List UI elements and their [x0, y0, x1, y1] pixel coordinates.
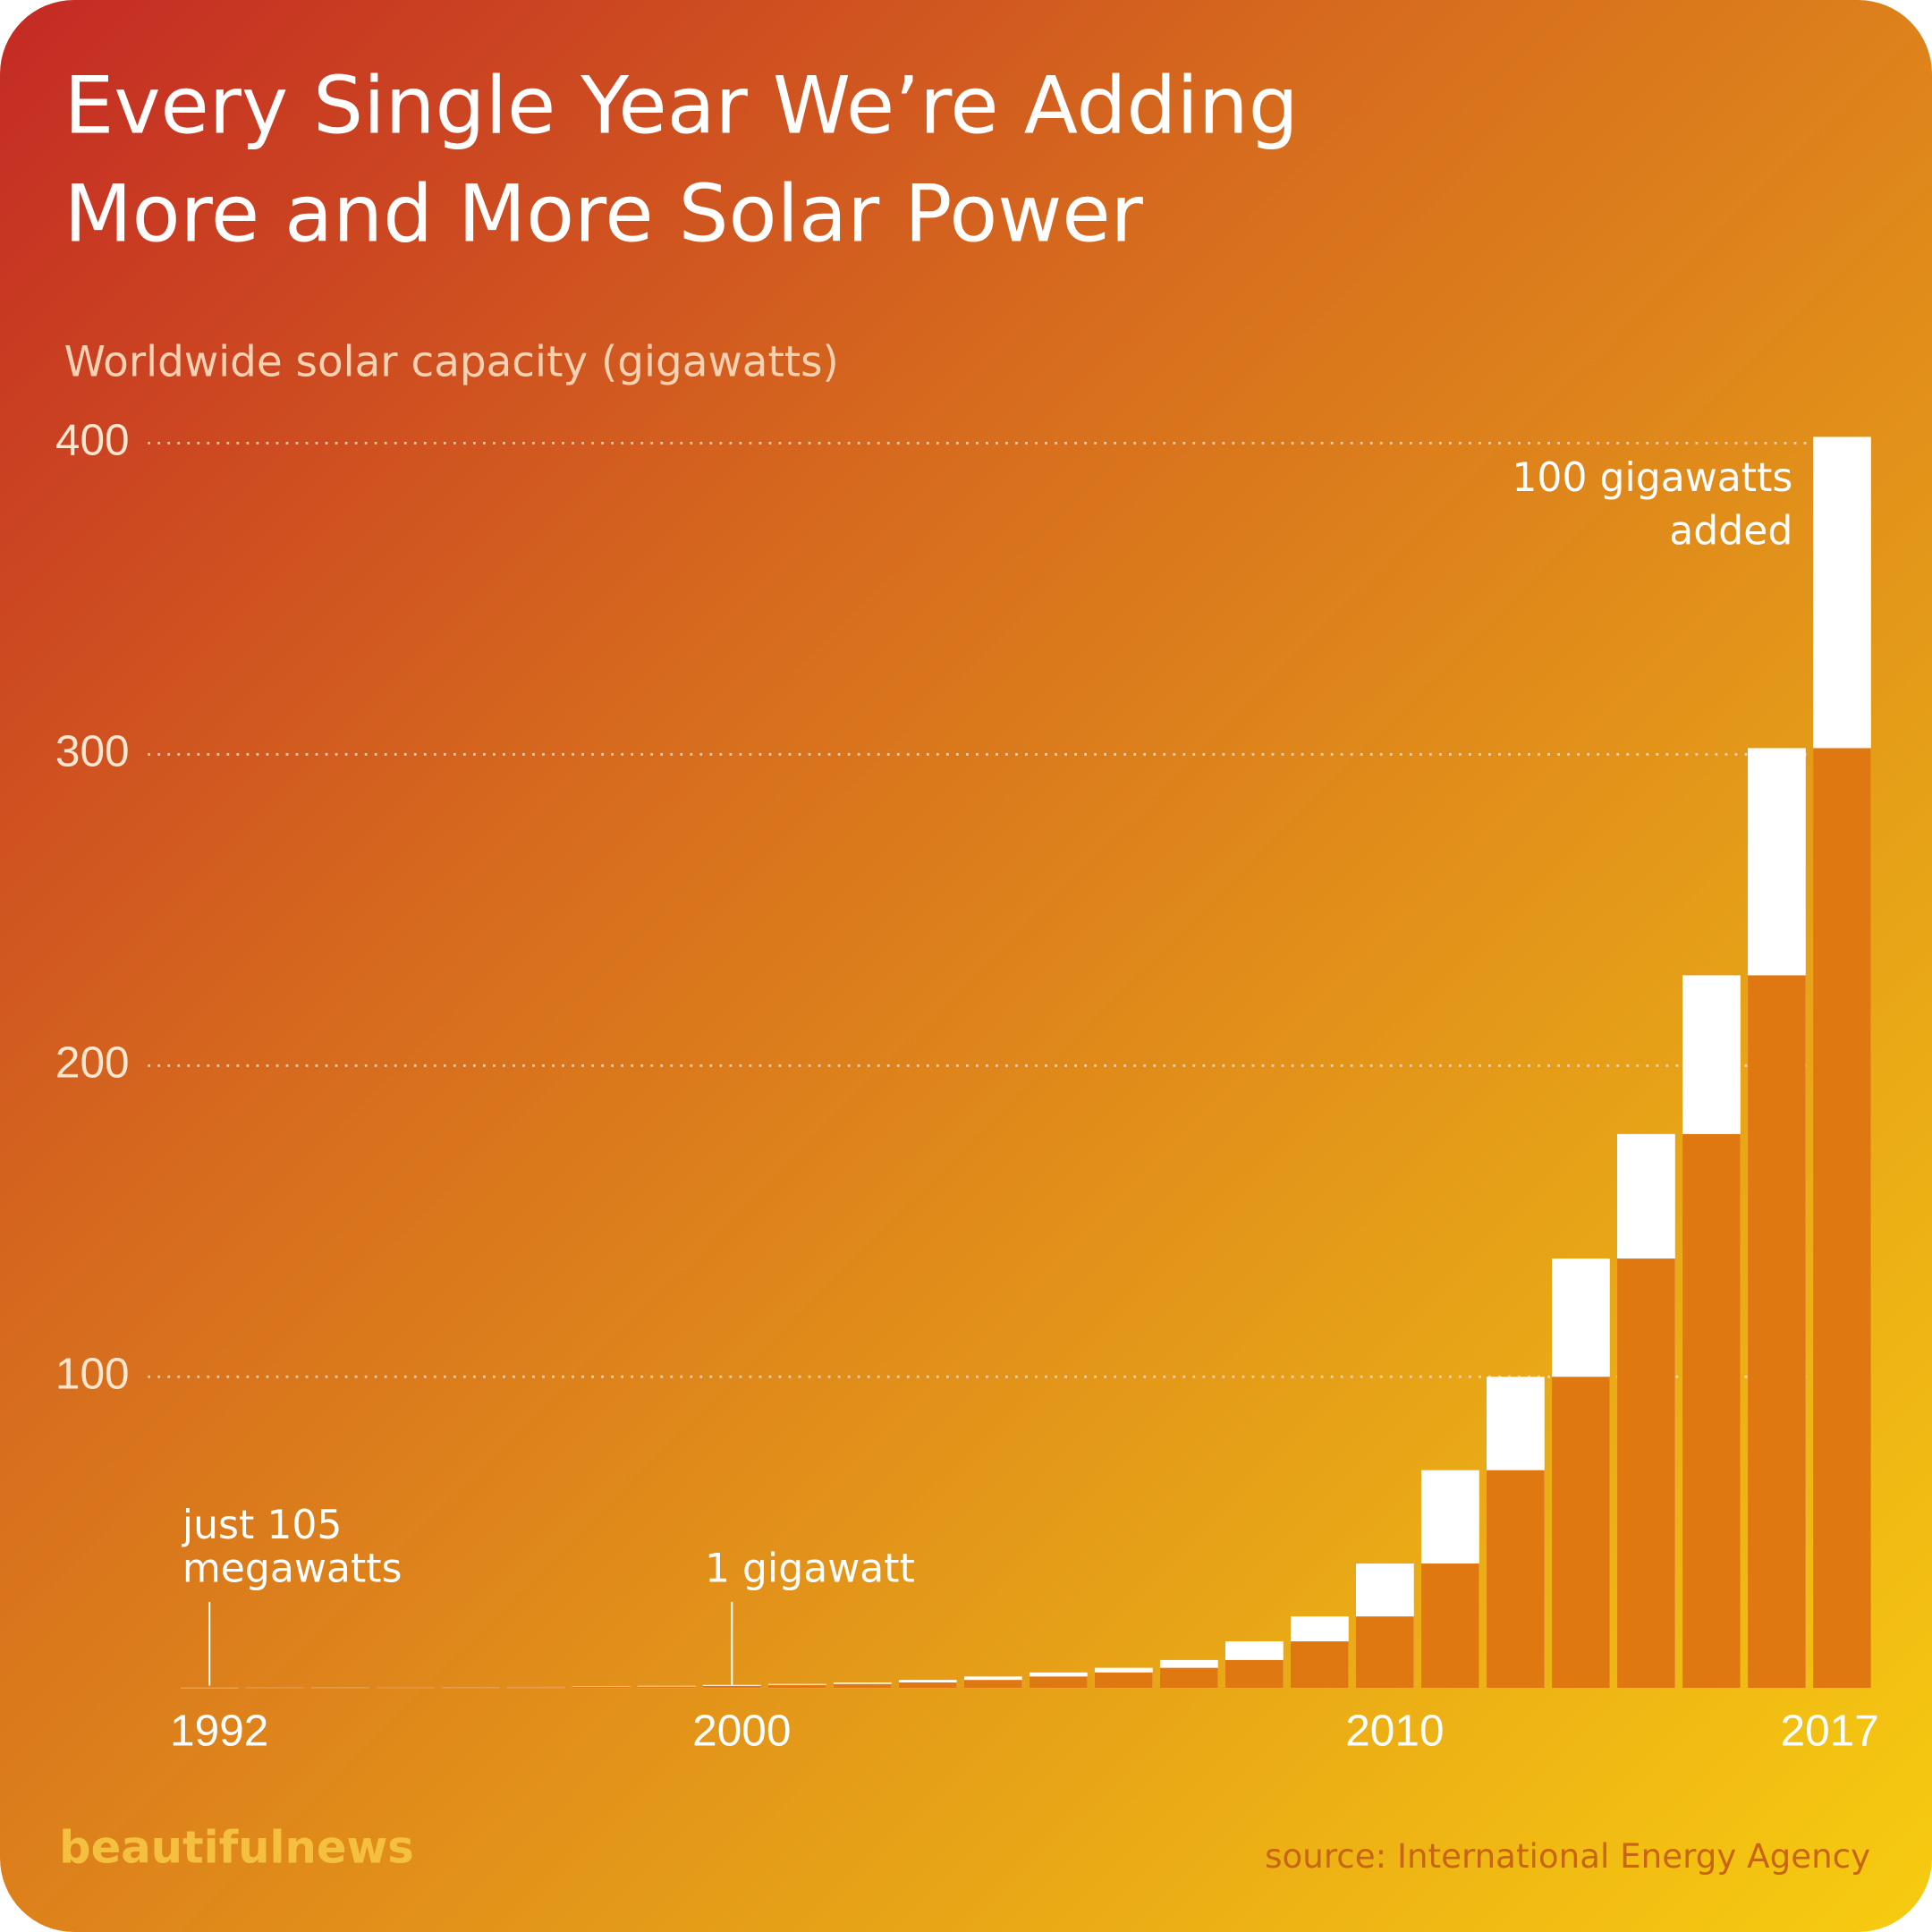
annotation: just 105: [182, 1503, 343, 1548]
bar-previous: [1094, 1672, 1153, 1689]
bar-previous: [767, 1684, 826, 1689]
x-tick-label: 2017: [1781, 1705, 1879, 1755]
bar-previous: [1813, 748, 1871, 1689]
bar-previous: [1159, 1667, 1218, 1689]
y-tick-label: 300: [55, 725, 130, 775]
bar-previous: [898, 1682, 957, 1689]
bar-previous: [833, 1683, 892, 1689]
chart-title: More and More Solar Power: [64, 168, 1144, 260]
chart-title: Every Single Year We’re Adding: [64, 59, 1299, 151]
bar-previous: [1029, 1676, 1088, 1689]
annotation: added: [1669, 508, 1792, 554]
bar-previous: [702, 1685, 761, 1689]
bar-previous: [441, 1687, 500, 1689]
bar-previous: [1224, 1659, 1284, 1689]
bar-previous: [1487, 1470, 1545, 1689]
x-tick-label: 2000: [692, 1705, 791, 1755]
bar-previous: [1617, 1258, 1675, 1689]
annotation: 100 gigawatts: [1512, 455, 1792, 501]
bar-previous: [1421, 1563, 1479, 1689]
bar-previous: [1290, 1641, 1349, 1689]
x-tick-label: 1992: [170, 1705, 268, 1755]
annotation: megawatts: [182, 1546, 402, 1591]
brand: beautifulnews: [59, 1822, 414, 1874]
bar-previous: [637, 1686, 696, 1689]
bar-previous: [963, 1680, 1022, 1689]
bar-previous: [506, 1687, 565, 1689]
y-tick-label: 200: [55, 1037, 130, 1087]
bar-previous: [1355, 1616, 1414, 1689]
y-tick-label: 100: [55, 1348, 130, 1398]
annotation: 1 gigawatt: [705, 1546, 915, 1591]
bar-previous: [1682, 1133, 1741, 1689]
y-tick-label: 400: [55, 415, 130, 465]
bar-previous: [376, 1687, 435, 1689]
bar-previous: [1552, 1377, 1610, 1689]
x-tick-label: 2010: [1345, 1705, 1444, 1755]
source: source: International Energy Agency: [1265, 1836, 1870, 1876]
bar-previous: [572, 1686, 631, 1689]
bar-previous: [1748, 975, 1806, 1689]
chart-subtitle: Worldwide solar capacity (gigawatts): [64, 338, 839, 386]
